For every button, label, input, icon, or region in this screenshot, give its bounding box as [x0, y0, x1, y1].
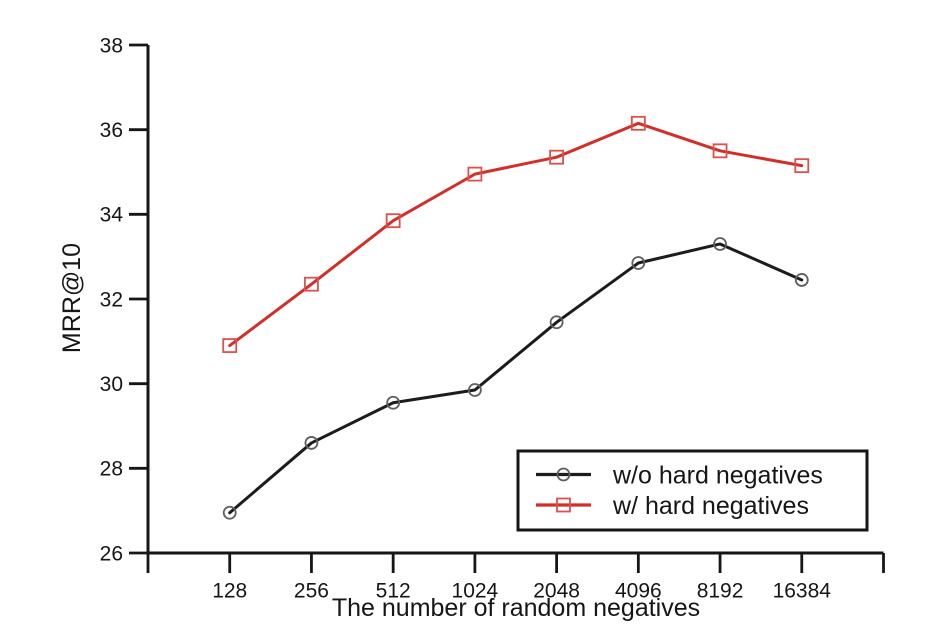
legend-label: w/o hard negatives	[612, 461, 823, 489]
x-tick-label: 512	[376, 579, 411, 602]
data-point-marker	[222, 338, 238, 353]
x-tick-label: 256	[294, 579, 329, 602]
data-point-marker	[794, 273, 809, 287]
y-axis-title: MRR@10	[58, 242, 86, 354]
data-point-marker	[385, 213, 401, 229]
x-tick-label: 16384	[773, 579, 832, 602]
y-tick-label: 30	[100, 373, 123, 396]
y-tick-label: 36	[100, 119, 123, 142]
y-tick-label: 26	[100, 542, 123, 565]
x-tick-label: 1024	[452, 579, 499, 602]
x-axis-title: The number of random negatives	[331, 594, 701, 622]
series-line-0	[228, 242, 804, 515]
data-point-marker	[304, 436, 319, 450]
y-tick-label: 32	[100, 288, 123, 311]
data-point-marker	[467, 383, 482, 397]
data-point-marker	[549, 149, 565, 165]
legend-marker	[556, 497, 571, 513]
series-line-1	[228, 121, 804, 348]
x-tick-label: 8192	[697, 579, 744, 602]
x-tick-label: 128	[212, 579, 247, 602]
data-point-marker	[386, 395, 401, 410]
x-tick-label: 4096	[615, 579, 662, 602]
data-point-marker	[631, 256, 646, 270]
y-tick-label: 34	[100, 204, 124, 227]
data-point-marker	[467, 166, 483, 182]
x-tick-label: 2048	[533, 579, 580, 602]
data-point-marker	[549, 315, 564, 330]
data-point-marker	[630, 115, 646, 131]
data-point-marker	[304, 276, 319, 292]
y-tick-label: 28	[100, 458, 123, 481]
data-point-marker	[222, 505, 237, 520]
legend-label: w/ hard negatives	[612, 492, 809, 520]
data-point-marker	[794, 158, 810, 174]
data-point-marker	[713, 237, 727, 251]
y-tick-label: 38	[100, 34, 123, 57]
legend-marker	[556, 467, 571, 482]
data-point-marker	[712, 143, 728, 159]
legend-box	[516, 449, 869, 532]
